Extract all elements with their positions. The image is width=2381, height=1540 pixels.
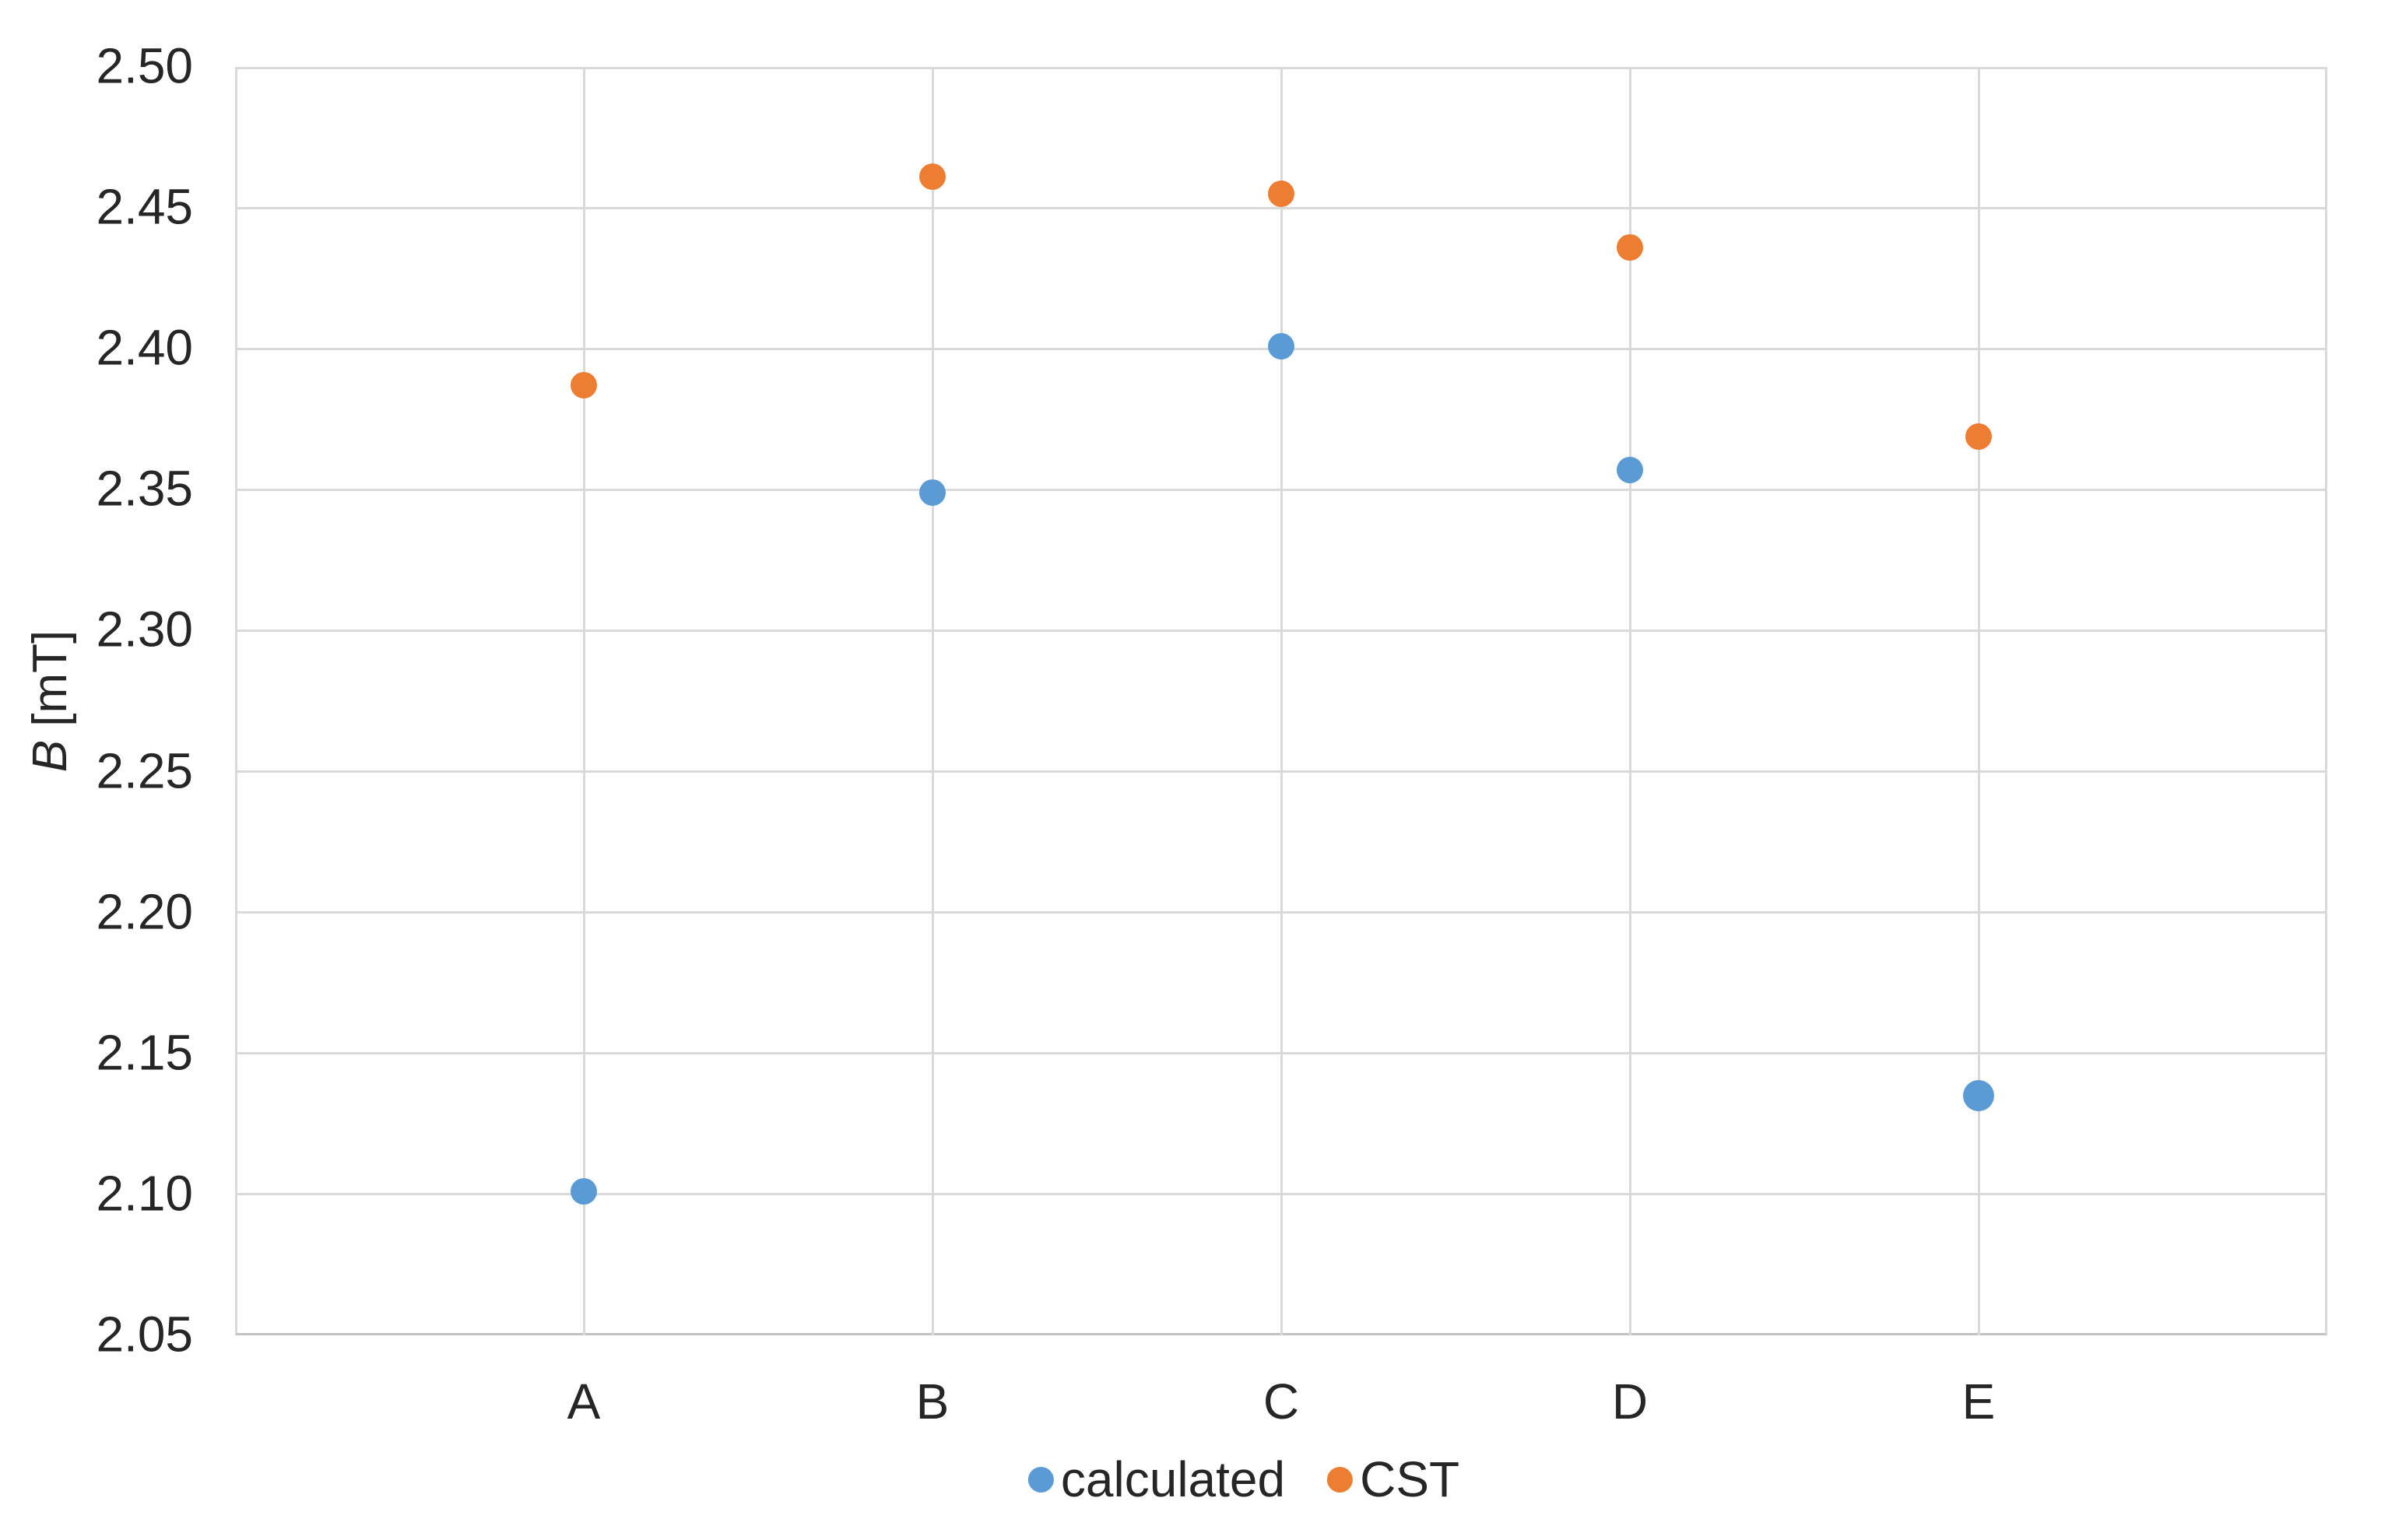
vertical-gridline bbox=[582, 67, 585, 1335]
data-point-calculated-C bbox=[1268, 332, 1294, 360]
vertical-gridline bbox=[931, 67, 934, 1335]
data-point-CST-E bbox=[1965, 423, 1992, 450]
legend-marker-icon bbox=[1327, 1466, 1354, 1493]
legend-item-CST: CST bbox=[1327, 1451, 1459, 1508]
x-tick-label: E bbox=[1961, 1373, 1996, 1429]
y-axis-title: B [mT] bbox=[15, 545, 85, 857]
x-tick-label: B bbox=[915, 1373, 950, 1429]
legend: calculated CST bbox=[1027, 1451, 1459, 1508]
data-point-CST-B bbox=[919, 163, 946, 191]
legend-item-calculated: calculated bbox=[1027, 1451, 1286, 1508]
vertical-gridline bbox=[1628, 67, 1631, 1335]
y-tick-label: 2.25 bbox=[96, 742, 193, 799]
y-tick-label: 2.20 bbox=[96, 883, 193, 940]
legend-label: calculated bbox=[1060, 1451, 1286, 1507]
legend-label: CST bbox=[1360, 1451, 1460, 1507]
data-point-calculated-B bbox=[919, 479, 946, 506]
data-point-calculated-D bbox=[1617, 456, 1643, 483]
y-tick-label: 2.30 bbox=[96, 601, 193, 658]
data-point-CST-D bbox=[1617, 233, 1643, 261]
data-point-CST-C bbox=[1268, 181, 1294, 207]
y-tick-label: 2.40 bbox=[96, 319, 193, 376]
legend-marker-icon bbox=[1027, 1466, 1054, 1493]
vertical-gridline bbox=[1977, 67, 1980, 1335]
y-tick-label: 2.45 bbox=[96, 178, 193, 235]
vertical-gridline bbox=[1280, 67, 1283, 1335]
y-tick-label: 2.05 bbox=[96, 1306, 193, 1363]
x-tick-label: C bbox=[1262, 1373, 1300, 1429]
data-point-CST-A bbox=[571, 372, 597, 399]
data-point-calculated-E bbox=[1963, 1080, 1994, 1112]
data-point-calculated-A bbox=[571, 1178, 597, 1205]
y-tick-label: 2.15 bbox=[96, 1024, 193, 1081]
x-tick-label: D bbox=[1611, 1373, 1649, 1429]
y-tick-label: 2.35 bbox=[96, 460, 193, 517]
x-tick-label: A bbox=[567, 1373, 601, 1429]
y-tick-label: 2.50 bbox=[96, 37, 193, 94]
y-tick-label: 2.10 bbox=[96, 1165, 193, 1222]
